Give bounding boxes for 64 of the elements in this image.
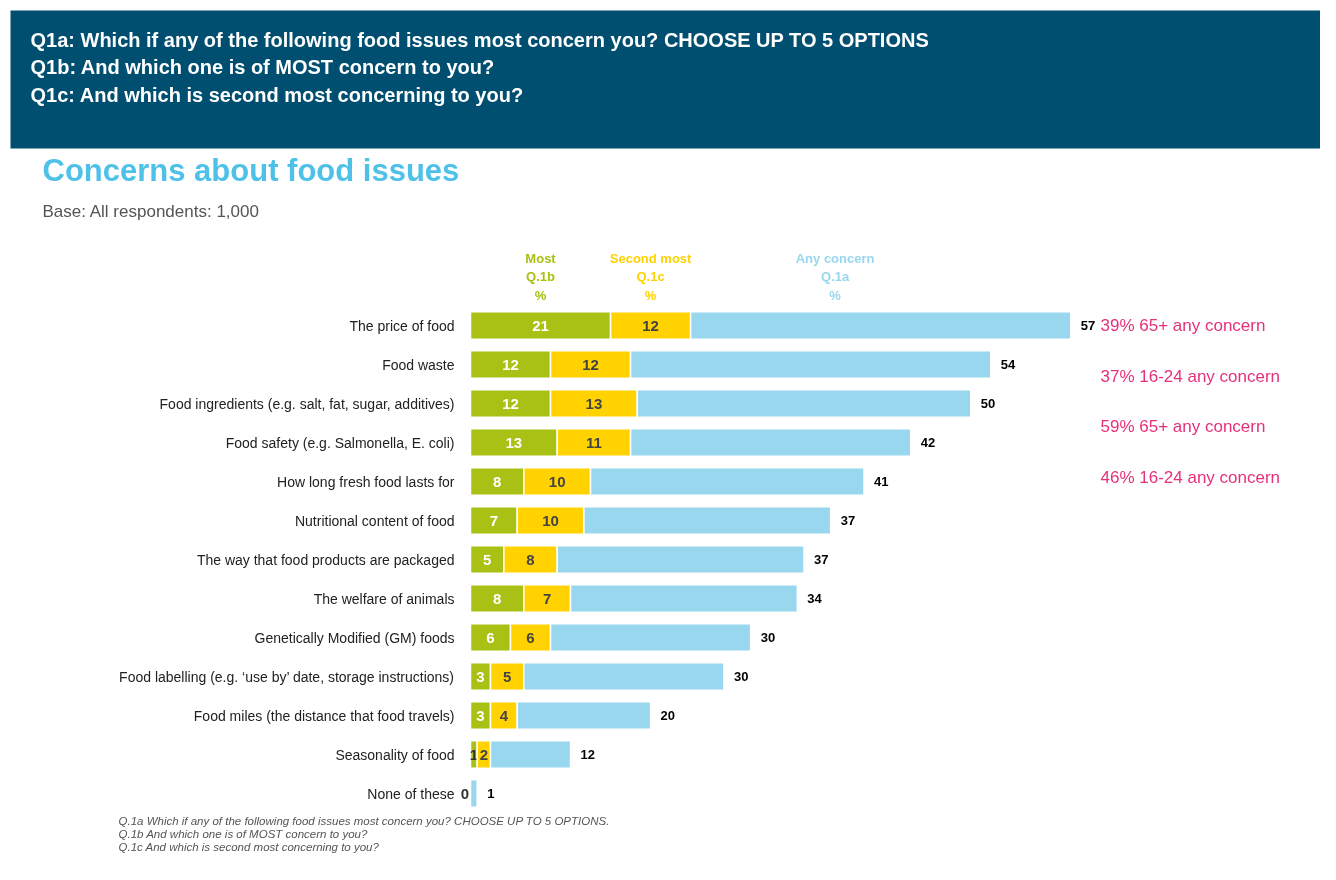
data-label: 10 [548, 472, 566, 490]
data-label: 8 [493, 589, 502, 607]
data-label: 37 [814, 552, 829, 567]
data-label: 10 [542, 511, 559, 529]
data-label: 34 [807, 591, 823, 606]
data-label: 0 [460, 784, 470, 802]
text: Base: All respondents: 1,000 [42, 202, 259, 221]
data-label: 37 [840, 513, 856, 528]
data-label: 6 [526, 628, 535, 646]
text: 46% 16-24 any concern [1100, 468, 1281, 488]
y-tick-label: Food labelling (e.g. ‘use by’ date, storage instructions) [119, 668, 454, 685]
y-tick-label: How long fresh food lasts for [277, 473, 455, 490]
chart-title: Q1a: Which if any of the following food issues most concern you? CHOOSE UP TO 5 OPTIONS Q1b: And which one is of MOST concern to you? Q1c: And which is second most concerning to you? [30, 28, 929, 106]
data-label: 8 [493, 472, 502, 490]
series-label: Second most Q.1c % [609, 250, 693, 303]
data-label: 12 [502, 394, 519, 412]
data-label: 50 [980, 396, 996, 411]
data-label: 21 [532, 316, 549, 334]
text: 59% 65+ any concern [1100, 417, 1266, 437]
y-tick-label: Food ingredients (e.g. salt, fat, sugar, additives) [159, 395, 455, 412]
text: Q.1b And which one is of MOST concern to you? [118, 827, 368, 840]
y-tick-label: The price of food [349, 317, 455, 334]
text: Q.1c And which is second most concerning to you? [118, 840, 380, 853]
data-label: 4 [499, 706, 509, 724]
data-label: 13 [585, 394, 603, 412]
y-tick-label: The way that food products are packaged [196, 551, 455, 568]
data-label: 11 [585, 433, 602, 451]
bar [469, 779, 478, 808]
y-tick-label: Genetically Modified (GM) foods [254, 629, 455, 646]
y-tick-label: None of these [367, 785, 455, 802]
data-label: 6 [486, 628, 495, 646]
data-label: 3 [476, 667, 485, 685]
data-label: 8 [526, 550, 535, 568]
text: Q.1a Which if any of the following food issues most concern you? CHOOSE UP TO 5 OPTIONS. [118, 814, 610, 827]
data-label: 12 [642, 316, 659, 334]
data-label: 3 [476, 706, 485, 724]
data-label: 12 [582, 355, 599, 373]
data-label: 13 [505, 433, 523, 451]
data-label: 54 [1000, 357, 1016, 372]
y-tick-label: The welfare of animals [313, 590, 455, 607]
y-tick-label: Food waste [382, 356, 455, 373]
chart-subtitle: Concerns about food issues [42, 153, 460, 188]
data-label: 30 [733, 669, 749, 684]
data-label: 12 [502, 355, 519, 373]
y-tick-label: Food safety (e.g. Salmonella, E. coli) [225, 434, 455, 451]
data-label: 2 [479, 745, 489, 763]
data-label: 5 [483, 550, 492, 568]
data-label: 1 [487, 786, 495, 801]
data-label: 41 [874, 474, 889, 489]
y-tick-label: Seasonality of food [335, 746, 455, 763]
data-label: 7 [489, 511, 499, 529]
data-label: 5 [503, 667, 512, 685]
text: 37% 16-24 any concern [1100, 366, 1281, 386]
y-tick-label: Nutritional content of food [294, 512, 455, 529]
series-label: Any concern Q.1a % [795, 250, 875, 303]
text: 39% 65+ any concern [1100, 316, 1266, 335]
data-label: 12 [580, 747, 596, 762]
data-label: 20 [660, 708, 676, 723]
series-label: Most Q.1b % [525, 250, 557, 303]
data-label: 7 [543, 589, 552, 607]
data-label: 57 [1080, 318, 1096, 333]
y-tick-label: Food miles (the distance that food travels) [193, 707, 455, 724]
data-label: 42 [920, 435, 936, 450]
data-label: 30 [760, 630, 776, 645]
